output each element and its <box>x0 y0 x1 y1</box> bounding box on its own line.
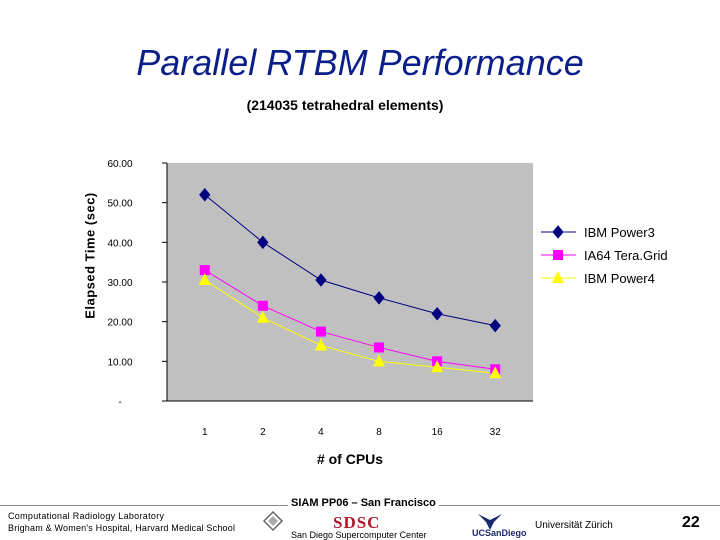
data-point <box>257 235 269 250</box>
data-point <box>431 360 444 373</box>
data-point <box>257 300 268 311</box>
y-ticks: - 10.00 20.00 30.00 40.00 50.00 60.00 <box>107 159 167 408</box>
legend-label: IA64 Tera.Grid <box>584 248 668 263</box>
series-line <box>204 269 496 370</box>
legend-marker <box>552 271 564 283</box>
x-tick-label: 1 <box>202 427 208 438</box>
data-point <box>374 342 385 353</box>
series-line <box>204 194 496 327</box>
lab-affiliation: Brigham & Women's Hospital, Harvard Medi… <box>8 523 236 533</box>
data-point <box>199 265 210 276</box>
university-label: Universität Zürich <box>535 520 613 531</box>
y-tick-label: 10.00 <box>107 357 132 368</box>
y-tick-label: 60.00 <box>107 159 132 170</box>
chart-subtitle: (214035 tetrahedral elements) <box>246 97 444 113</box>
y-tick-label: 20.00 <box>107 318 132 329</box>
legend-marker <box>553 250 563 260</box>
x-tick-label: 32 <box>490 427 502 438</box>
legend-marker <box>552 225 564 239</box>
y-tick-label: 50.00 <box>107 199 132 210</box>
data-point <box>489 366 502 379</box>
page-number: 22 <box>682 514 700 531</box>
ucsd-logo-icon: UCSanDiego <box>472 514 526 538</box>
series-markers <box>198 187 502 379</box>
data-point <box>256 310 269 323</box>
x-tick-label: 2 <box>260 427 266 438</box>
data-point <box>431 306 443 321</box>
x-tick-label: 4 <box>318 427 324 438</box>
sdsc-logo: SDSC <box>333 513 381 532</box>
plot-area <box>167 163 533 401</box>
x-axis-title: # of CPUs <box>316 451 384 467</box>
sdsc-name: San Diego Supercomputer Center <box>291 530 427 540</box>
data-point <box>315 273 327 287</box>
data-point <box>373 354 386 367</box>
data-point <box>489 318 501 333</box>
y-tick-label: 30.00 <box>107 278 132 289</box>
legend-label: IBM Power4 <box>584 271 655 286</box>
legend: IBM Power3 IA64 Tera.Grid IBM Power4 <box>533 218 673 298</box>
x-tick-label: 16 <box>432 427 444 438</box>
series-lines <box>204 194 496 374</box>
legend-label: IBM Power3 <box>584 225 655 240</box>
y-tick-label: 40.00 <box>107 238 132 249</box>
data-point <box>199 187 211 202</box>
svg-text:UCSanDiego: UCSanDiego <box>472 528 526 538</box>
lab-name: Computational Radiology Laboratory <box>8 511 165 521</box>
data-point <box>315 326 326 337</box>
data-point <box>373 291 385 305</box>
y-tick-label: - <box>118 397 121 408</box>
data-point <box>198 273 211 286</box>
x-tick-label: 8 <box>376 427 382 438</box>
x-ticks: 1 2 4 8 16 32 <box>202 427 501 438</box>
series-line <box>204 279 496 374</box>
data-point <box>314 338 327 351</box>
lab-logo-icon <box>262 510 284 532</box>
venue-label: SIAM PP06 – San Francisco <box>288 497 439 509</box>
performance-chart: - 10.00 20.00 30.00 40.00 50.00 60.00 1 2 4 8 16 32… <box>107 159 673 438</box>
slide-title: Parallel RTBM Performance <box>136 42 584 83</box>
